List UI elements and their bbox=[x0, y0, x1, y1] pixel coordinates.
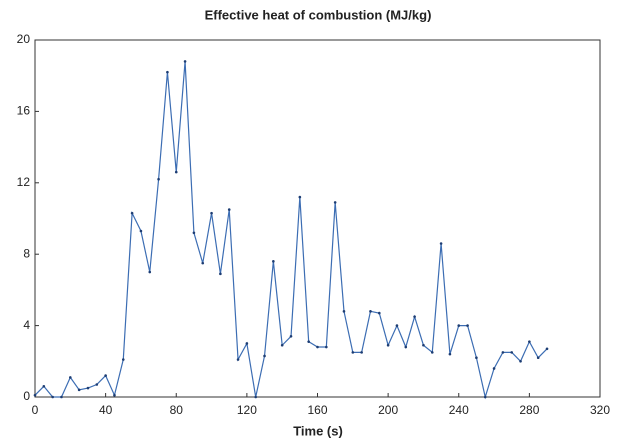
plot-frame bbox=[34, 39, 601, 398]
data-line bbox=[34, 61, 548, 400]
data-point bbox=[448, 352, 452, 356]
data-point bbox=[457, 324, 461, 327]
data-point bbox=[245, 342, 249, 345]
data-point bbox=[307, 340, 310, 343]
data-point bbox=[227, 208, 231, 211]
y-tick-label: 16 bbox=[17, 104, 31, 118]
data-point bbox=[210, 211, 213, 215]
data-point bbox=[422, 343, 425, 347]
data-point bbox=[69, 376, 72, 379]
data-point bbox=[289, 335, 293, 338]
data-point bbox=[219, 272, 222, 276]
x-tick-label: 0 bbox=[32, 403, 39, 417]
data-point bbox=[183, 60, 187, 63]
x-tick-label: 200 bbox=[378, 403, 398, 417]
x-axis-label: Time (s) bbox=[293, 423, 343, 438]
data-point bbox=[316, 345, 319, 349]
data-point bbox=[360, 351, 363, 354]
data-point bbox=[351, 351, 355, 354]
data-point bbox=[395, 324, 399, 327]
data-point bbox=[51, 395, 54, 399]
data-point bbox=[104, 374, 107, 377]
data-point bbox=[42, 384, 46, 388]
data-point bbox=[263, 354, 266, 358]
x-tick-label: 40 bbox=[99, 403, 113, 417]
data-point bbox=[33, 393, 37, 397]
data-point bbox=[413, 315, 416, 318]
data-point bbox=[166, 70, 169, 74]
data-point bbox=[236, 358, 240, 361]
y-tick-label: 20 bbox=[17, 32, 31, 46]
data-point bbox=[95, 383, 99, 386]
data-point bbox=[439, 242, 443, 245]
data-point bbox=[430, 351, 434, 354]
data-point bbox=[545, 347, 549, 351]
data-point bbox=[272, 260, 275, 263]
data-point bbox=[536, 356, 540, 360]
data-point bbox=[139, 229, 143, 233]
data-point bbox=[492, 367, 496, 370]
y-tick-label: 4 bbox=[23, 318, 30, 332]
data-point bbox=[121, 358, 125, 361]
data-point bbox=[333, 201, 337, 204]
data-point bbox=[60, 395, 63, 399]
x-tick-label: 320 bbox=[590, 403, 610, 417]
data-point bbox=[201, 261, 205, 265]
data-point bbox=[404, 345, 408, 349]
data-point bbox=[519, 360, 522, 363]
x-tick-label: 80 bbox=[170, 403, 184, 417]
x-tick-label: 160 bbox=[307, 403, 327, 417]
data-point bbox=[280, 343, 284, 347]
data-point bbox=[483, 395, 487, 399]
data-point bbox=[77, 388, 81, 392]
data-point bbox=[325, 345, 328, 349]
data-point bbox=[377, 311, 381, 315]
y-tick-label: 0 bbox=[23, 389, 30, 403]
y-tick-label: 12 bbox=[17, 175, 31, 189]
data-point bbox=[501, 351, 505, 354]
data-point bbox=[86, 386, 90, 390]
data-point bbox=[298, 195, 302, 199]
data-point bbox=[174, 170, 178, 174]
y-tick-label: 8 bbox=[23, 246, 30, 260]
data-point bbox=[528, 340, 531, 343]
data-point bbox=[510, 351, 514, 354]
data-point bbox=[369, 310, 372, 313]
x-tick-label: 120 bbox=[237, 403, 257, 417]
chart-title: Effective heat of combustion (MJ/kg) bbox=[205, 7, 432, 22]
data-point bbox=[386, 343, 390, 347]
data-point bbox=[148, 270, 152, 274]
x-tick-label: 280 bbox=[519, 403, 539, 417]
data-point bbox=[475, 356, 478, 360]
data-point bbox=[342, 310, 346, 313]
data-point bbox=[466, 324, 469, 327]
data-point bbox=[113, 393, 116, 397]
data-point bbox=[130, 211, 134, 215]
data-point bbox=[192, 231, 196, 235]
data-point bbox=[254, 395, 258, 399]
data-point bbox=[157, 177, 160, 181]
x-tick-label: 240 bbox=[449, 403, 469, 417]
